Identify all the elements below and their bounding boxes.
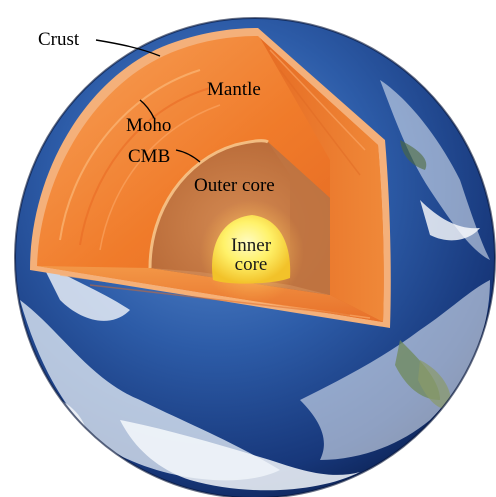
inner-core-label-line1: Inner: [231, 235, 272, 256]
mantle-label: Mantle: [207, 79, 261, 100]
inner-core: [212, 215, 291, 284]
cmb-label: CMB: [128, 146, 170, 167]
crust-leader-line: [95, 39, 161, 57]
cmb-leader-line: [175, 149, 201, 163]
moho-leader-line: [139, 99, 155, 119]
cutaway-section: [30, 28, 391, 328]
outer-core-label: Outer core: [194, 175, 275, 196]
leader-lines: [95, 39, 201, 163]
inner-core-label-line2: core: [235, 254, 268, 275]
moho-label: Moho: [126, 115, 171, 136]
crust-label: Crust: [38, 29, 80, 50]
